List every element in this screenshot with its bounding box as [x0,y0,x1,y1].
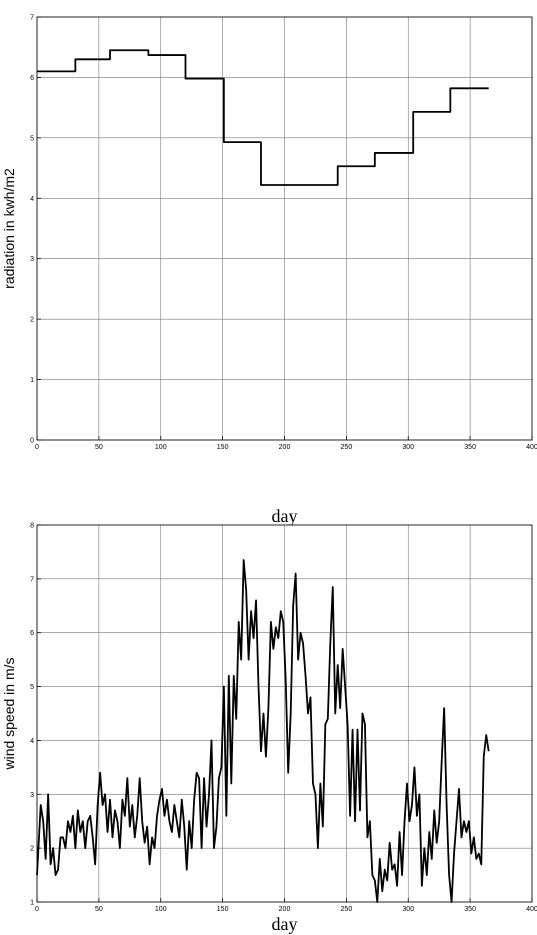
y-tick-label: 7 [30,576,34,583]
y-tick-label: 6 [30,630,34,637]
x-tick-label: 100 [155,906,167,913]
x-tick-label: 250 [341,444,353,451]
x-tick-label: 350 [464,906,476,913]
y-tick-label: 0 [30,438,34,445]
y-axis-label: wind speed in m/s [1,657,17,770]
x-axis-label: day [272,506,298,526]
plot-frame [36,16,533,441]
y-tick-label: 4 [30,196,34,203]
x-tick-label: 200 [279,906,291,913]
y-tick-label: 5 [30,684,34,691]
plot-frame [36,524,533,903]
y-tick-label: 4 [30,738,34,745]
y-tick-label: 3 [30,792,34,799]
x-tick-label: 150 [217,444,229,451]
x-tick-label: 300 [402,906,414,913]
x-tick-label: 50 [95,906,103,913]
y-tick-label: 7 [30,15,34,22]
x-tick-label: 0 [35,444,39,451]
x-tick-label: 350 [464,444,476,451]
x-tick-label: 250 [341,906,353,913]
x-tick-label: 0 [35,906,39,913]
data-line [36,559,490,903]
x-tick-label: 100 [155,444,167,451]
y-tick-label: 2 [30,317,34,324]
y-tick-label: 3 [30,256,34,263]
x-tick-label: 50 [95,444,103,451]
y-tick-label: 8 [30,523,34,530]
x-tick-label: 400 [526,906,537,913]
x-tick-label: 150 [217,906,229,913]
y-axis-label: radiation in kwh/m2 [1,168,17,289]
y-tick-label: 1 [30,377,34,384]
y-tick-label: 5 [30,135,34,142]
x-tick-label: 200 [279,444,291,451]
x-tick-label: 400 [526,444,537,451]
y-tick-label: 6 [30,75,34,82]
y-tick-label: 2 [30,846,34,853]
data-line [37,49,489,186]
x-tick-label: 300 [402,444,414,451]
y-tick-label: 1 [30,900,34,907]
x-axis-label: day [272,914,298,934]
